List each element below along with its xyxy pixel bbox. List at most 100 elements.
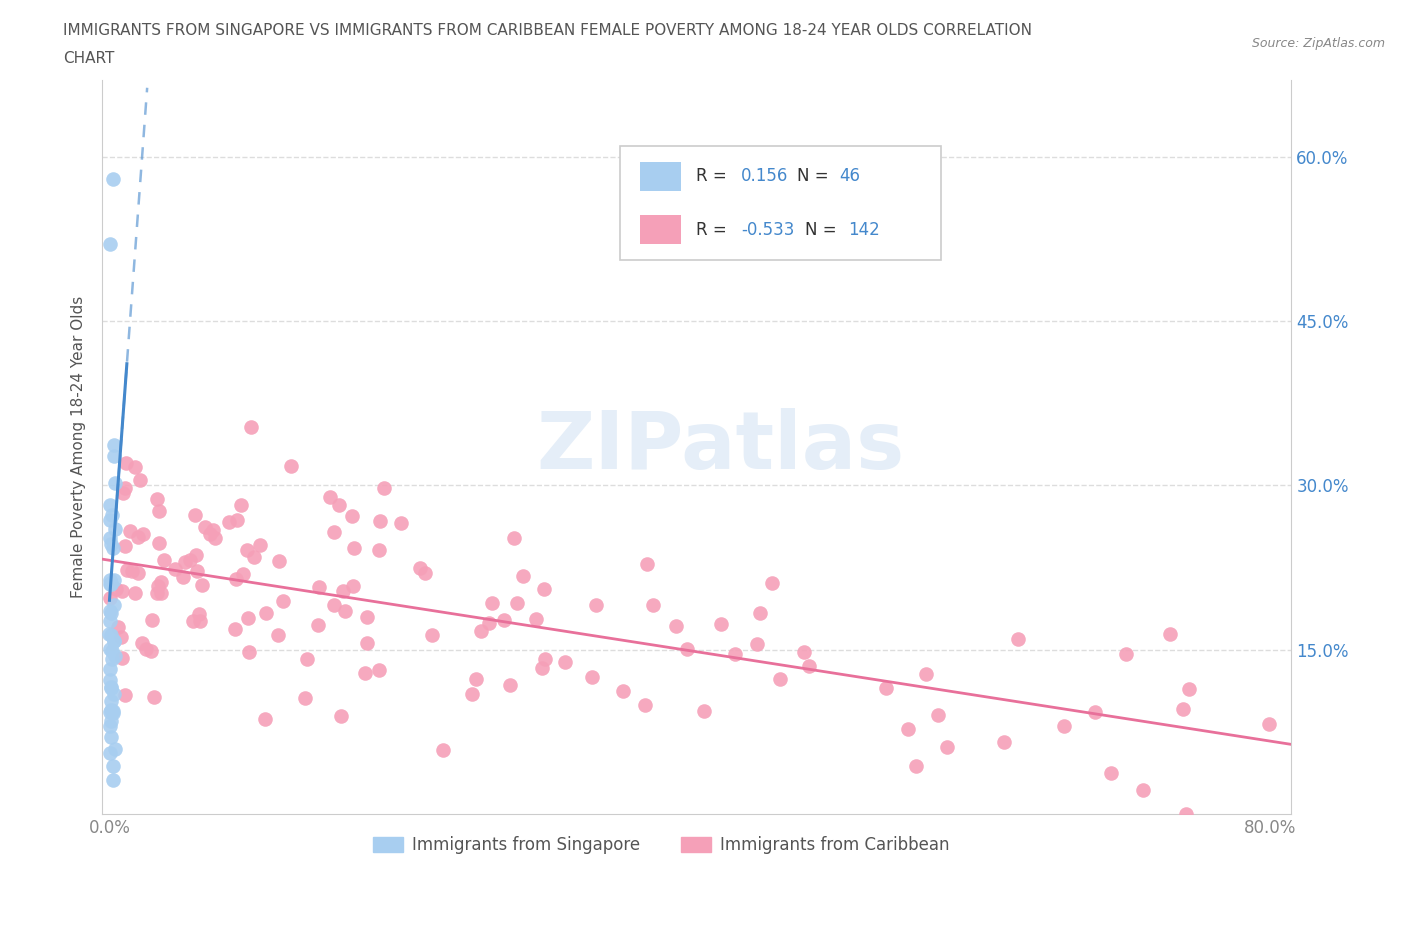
Point [585,598,607,613]
Point [308,579,330,594]
Bar [640,215,682,245]
Point [111,583,134,598]
Point [1171,702,1194,717]
Point [389,516,412,531]
Point [100,537,122,551]
Y-axis label: Female Poverty Among 18-24 Year Olds: Female Poverty Among 18-24 Year Olds [72,296,86,598]
Text: N =: N = [806,220,842,239]
Point [634,698,657,712]
Point [478,616,501,631]
Point [148,536,170,551]
Text: IMMIGRANTS FROM SINGAPORE VS IMMIGRANTS FROM CARIBBEAN FEMALE POVERTY AMONG 18-2: IMMIGRANTS FROM SINGAPORE VS IMMIGRANTS … [63,23,1032,38]
Point [148,504,170,519]
Point [238,611,260,626]
Point [328,498,350,512]
Point [98,662,121,677]
Point [101,171,124,186]
Point [172,570,194,585]
Point [1178,682,1201,697]
Point [333,604,356,618]
Point [103,540,125,555]
Point [643,597,665,612]
Text: 46: 46 [839,167,860,185]
Point [465,671,488,686]
Point [143,689,166,704]
Point [141,644,163,658]
Text: R =: R = [696,220,731,239]
Point [323,525,346,539]
Point [114,538,136,553]
Point [432,742,454,757]
Point [332,584,354,599]
Point [533,582,555,597]
Point [98,512,121,527]
Point [636,557,658,572]
Point [724,646,747,661]
Point [100,508,122,523]
Point [100,702,122,717]
Point [769,671,792,686]
Point [179,552,201,567]
Point [927,707,949,722]
Point [531,661,554,676]
Point [319,489,342,504]
Point [367,662,389,677]
Point [415,565,437,580]
Point [224,622,246,637]
Point [114,456,136,471]
Point [107,619,129,634]
Point [98,577,121,591]
Point [470,623,492,638]
Point [98,627,121,642]
Point [271,594,294,609]
Point [124,460,146,475]
Point [249,538,271,553]
Point [181,614,204,629]
Text: 142: 142 [848,220,880,239]
Point [98,642,121,657]
Point [101,703,124,718]
Point [307,618,329,632]
Point [1257,717,1279,732]
Text: R =: R = [696,167,731,185]
Point [104,648,127,663]
Point [554,655,576,670]
Point [100,604,122,618]
Point [356,610,378,625]
Point [512,568,534,583]
Point [368,543,391,558]
Point [693,703,716,718]
Text: N =: N = [797,167,834,185]
Point [1053,719,1076,734]
Point [356,635,378,650]
Point [793,644,815,659]
Point [797,658,820,673]
Point [915,666,938,681]
Legend: Immigrants from Singapore, Immigrants from Caribbean: Immigrants from Singapore, Immigrants fr… [367,830,956,860]
Point [505,595,527,610]
Point [329,709,352,724]
Point [354,666,377,681]
Point [129,472,152,487]
Point [131,526,153,541]
Point [368,514,391,529]
Point [267,628,290,643]
Point [761,576,783,591]
Point [461,686,484,701]
Point [295,652,318,667]
Point [499,678,522,693]
Point [103,448,125,463]
Point [101,706,124,721]
Point [103,686,125,701]
Point [225,572,247,587]
Point [98,746,121,761]
Point [232,566,254,581]
Point [1132,782,1154,797]
Point [322,597,344,612]
Point [103,634,125,649]
Point [194,520,217,535]
Point [204,530,226,545]
Point [127,566,149,581]
Point [201,523,224,538]
Point [748,605,770,620]
